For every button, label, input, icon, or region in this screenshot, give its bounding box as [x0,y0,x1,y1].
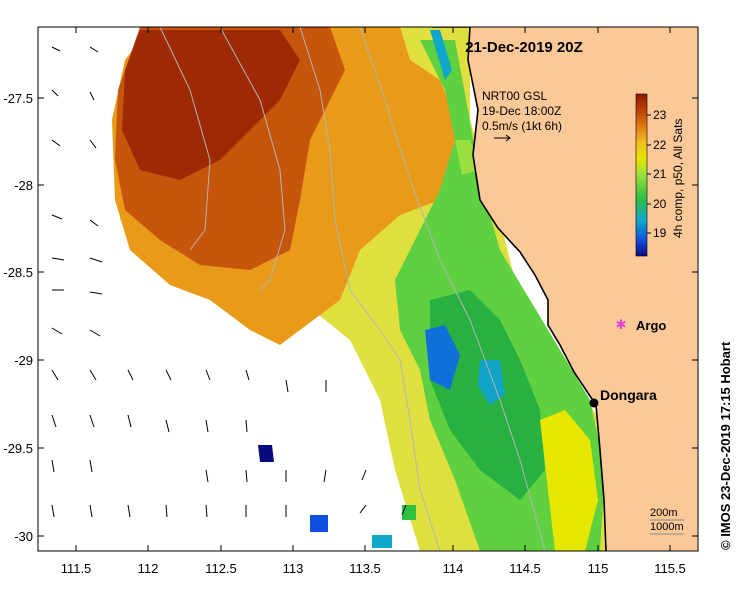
place-label-dongara: Dongara [600,387,657,403]
current-legend-scale: 0.5m/s (1kt 6h) [482,119,562,133]
x-tick-label: 113.5 [349,561,381,576]
place-dongara: Dongara [589,387,657,408]
colorbar-tick-label: 21 [653,167,667,181]
x-tick-label: 114 [443,561,464,576]
x-tick-label: 112.5 [205,561,237,576]
colorbar-label: 4h comp, p50, All Sats [671,119,685,238]
contour-legend: 200m 1000m [650,507,684,535]
map-title: 21-Dec-2019 20Z [465,39,583,56]
x-tick-label: 115.5 [654,561,686,576]
colorbar: 23 22 21 20 19 4h comp, p50, All Sats [635,93,685,257]
current-scale-arrow-icon [494,134,511,142]
place-label-argo: Argo [636,318,666,333]
place-argo: ✱ Argo [616,317,667,333]
y-tick-label: -28.5 [3,265,33,280]
y-tick-label: -29.5 [3,441,33,456]
x-tick-label: 113 [283,561,304,576]
contour-legend-200m: 200m [650,507,678,519]
colorbar-tick-label: 20 [653,197,667,211]
x-tick-label: 115 [588,561,609,576]
x-axis: 111.5 112 112.5 113 113.5 114 114.5 115 … [61,27,686,576]
current-legend: NRT00 GSL 19-Dec 18:00Z 0.5m/s (1kt 6h) [482,89,562,142]
current-legend-model: NRT00 GSL [482,89,547,103]
x-tick-label: 112 [138,561,159,576]
colorbar-tick-label: 22 [653,138,667,152]
x-tick-label: 114.5 [509,561,541,576]
x-tick-label: 111.5 [61,561,92,576]
y-axis: -27.5 -28 -28.5 -29 -29.5 -30 [3,91,698,544]
current-vector-field [51,46,407,518]
current-legend-time: 19-Dec 18:00Z [482,104,561,118]
contour-legend-1000m: 1000m [650,521,684,533]
town-marker-icon [589,398,599,408]
y-tick-label: -27.5 [3,91,33,106]
credit-text: © IMOS 23-Dec-2019 17:15 Hobart [718,341,733,550]
coastline [432,27,607,551]
land-mass [432,27,698,551]
colorbar-ramp [635,93,648,257]
y-tick-label: -29 [14,353,33,368]
sst-field [112,27,610,551]
argo-float-icon: ✱ [616,317,627,332]
bathymetry-contours [159,27,546,551]
y-tick-label: -28 [14,178,33,193]
colorbar-tick-label: 23 [653,108,667,122]
y-tick-label: -30 [14,529,33,544]
plot-frame [37,26,699,552]
colorbar-tick-label: 19 [653,226,667,240]
